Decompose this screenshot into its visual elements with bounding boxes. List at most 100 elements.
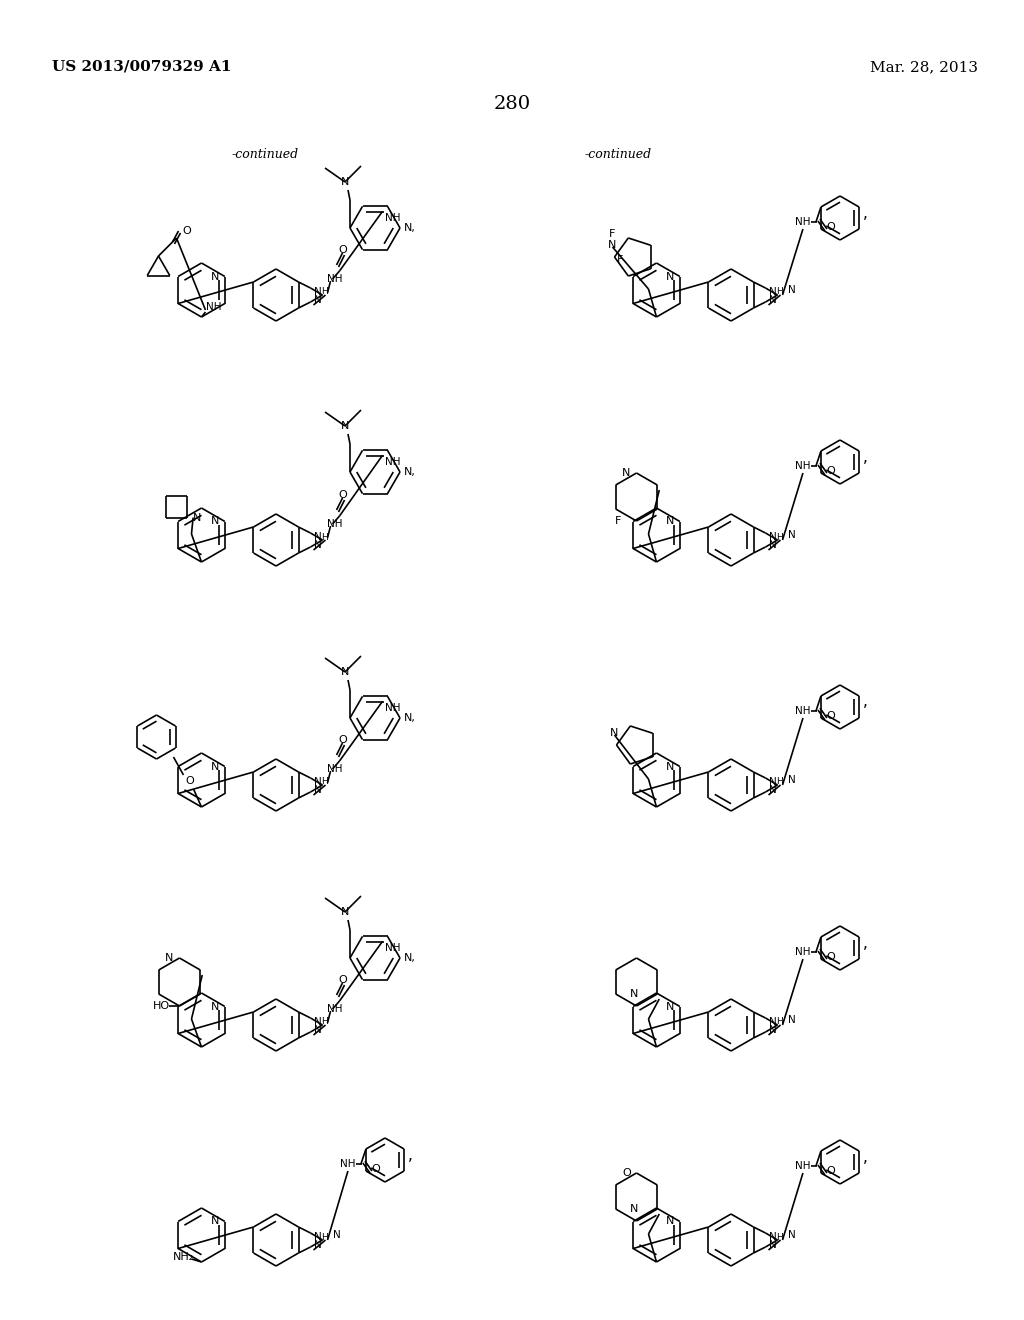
Text: N: N <box>666 1002 674 1011</box>
Text: N: N <box>769 777 776 787</box>
Text: H: H <box>322 288 328 297</box>
Text: N: N <box>333 1230 340 1239</box>
Text: N,: N, <box>404 713 416 723</box>
Text: O: O <box>185 776 194 785</box>
Text: N: N <box>631 1204 639 1214</box>
Text: H: H <box>322 1018 328 1027</box>
Text: 280: 280 <box>494 95 530 114</box>
Text: NH: NH <box>327 764 342 774</box>
Text: ,: , <box>862 450 867 465</box>
Text: N: N <box>211 516 219 527</box>
Text: H: H <box>776 777 783 787</box>
Text: H: H <box>322 532 328 541</box>
Text: H: H <box>776 1233 783 1242</box>
Text: O: O <box>338 975 347 985</box>
Text: N: N <box>341 421 349 432</box>
Text: H: H <box>322 1233 328 1242</box>
Text: NH: NH <box>385 457 400 467</box>
Text: N: N <box>631 989 639 999</box>
Text: NH: NH <box>385 944 400 953</box>
Text: N: N <box>666 762 674 771</box>
Text: N: N <box>313 1232 322 1242</box>
Text: H: H <box>776 532 783 541</box>
Text: NH: NH <box>385 704 400 713</box>
Text: ,: , <box>862 936 867 950</box>
Text: N,: N, <box>404 223 416 234</box>
Text: N: N <box>769 540 776 550</box>
Text: N: N <box>165 953 174 964</box>
Text: N: N <box>313 540 322 550</box>
Text: F: F <box>617 255 624 265</box>
Text: N: N <box>313 1239 322 1250</box>
Text: H: H <box>776 1018 783 1027</box>
Text: NH: NH <box>796 946 811 957</box>
Text: NH: NH <box>385 214 400 223</box>
Text: O: O <box>623 1168 631 1177</box>
Text: N: N <box>787 531 796 540</box>
Text: O: O <box>372 1164 380 1173</box>
Text: N: N <box>769 1232 776 1242</box>
Text: N: N <box>211 1002 219 1011</box>
Text: N: N <box>313 532 322 543</box>
Text: N: N <box>787 1015 796 1026</box>
Text: N: N <box>666 1217 674 1226</box>
Text: O: O <box>826 711 836 721</box>
Text: N: N <box>666 516 674 527</box>
Text: N,: N, <box>404 467 416 477</box>
Text: F: F <box>609 228 615 239</box>
Text: -continued: -continued <box>231 148 299 161</box>
Text: US 2013/0079329 A1: US 2013/0079329 A1 <box>52 59 231 74</box>
Text: NH: NH <box>206 302 221 312</box>
Text: NH: NH <box>340 1159 355 1170</box>
Text: N: N <box>769 286 776 297</box>
Text: N: N <box>313 1016 322 1027</box>
Text: N: N <box>769 532 776 543</box>
Text: N: N <box>341 667 349 677</box>
Text: -continued: -continued <box>585 148 651 161</box>
Text: O: O <box>826 466 836 477</box>
Text: N: N <box>313 294 322 305</box>
Text: H: H <box>322 777 328 787</box>
Text: NH: NH <box>327 1005 342 1014</box>
Text: O: O <box>338 246 347 255</box>
Text: HO: HO <box>153 1001 170 1011</box>
Text: NH: NH <box>796 706 811 715</box>
Text: NH₂: NH₂ <box>173 1251 195 1262</box>
Text: N: N <box>769 785 776 795</box>
Text: NH: NH <box>796 461 811 471</box>
Text: N: N <box>623 469 631 478</box>
Text: O: O <box>826 222 836 232</box>
Text: N: N <box>341 907 349 917</box>
Text: N: N <box>313 1026 322 1035</box>
Text: N: N <box>787 285 796 294</box>
Text: N: N <box>610 729 618 738</box>
Text: O: O <box>338 735 347 744</box>
Text: NH: NH <box>327 275 342 284</box>
Text: N: N <box>787 775 796 785</box>
Text: N: N <box>769 1016 776 1027</box>
Text: ,: , <box>862 1150 867 1164</box>
Text: N: N <box>769 294 776 305</box>
Text: NH: NH <box>796 216 811 227</box>
Text: NH: NH <box>796 1162 811 1171</box>
Text: Mar. 28, 2013: Mar. 28, 2013 <box>870 59 978 74</box>
Text: ,: , <box>862 694 867 710</box>
Text: ,: , <box>862 206 867 220</box>
Text: N: N <box>666 272 674 281</box>
Text: N: N <box>313 777 322 787</box>
Text: O: O <box>338 490 347 500</box>
Text: N: N <box>341 177 349 187</box>
Text: N: N <box>211 272 219 281</box>
Text: H: H <box>776 288 783 297</box>
Text: N: N <box>193 512 202 523</box>
Text: O: O <box>182 226 190 236</box>
Text: N: N <box>787 1230 796 1239</box>
Text: N: N <box>313 286 322 297</box>
Text: N: N <box>769 1026 776 1035</box>
Text: N: N <box>211 1217 219 1226</box>
Text: N: N <box>608 240 616 249</box>
Text: ,: , <box>408 1147 413 1163</box>
Text: O: O <box>826 1166 836 1176</box>
Text: N: N <box>769 1239 776 1250</box>
Text: O: O <box>826 952 836 962</box>
